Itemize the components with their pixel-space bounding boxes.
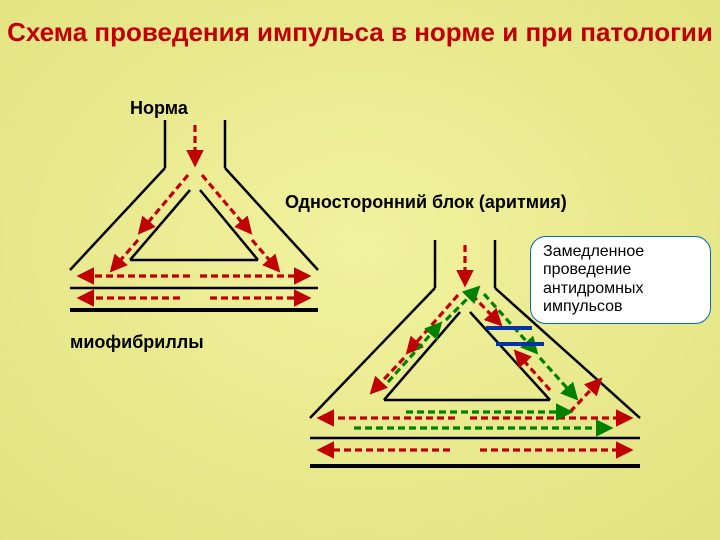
label-block: Односторонний блок (аритмия) xyxy=(285,192,567,213)
callout-slowed-conduction: Замедленное проведение антидромных импул… xyxy=(530,236,711,324)
diagram-canvas: Схема проведения импульса в норме и при … xyxy=(0,0,720,540)
label-myofibrils: миофибриллы xyxy=(70,332,204,353)
page-title: Схема проведения импульса в норме и при … xyxy=(0,18,720,48)
label-norm: Норма xyxy=(130,98,188,119)
